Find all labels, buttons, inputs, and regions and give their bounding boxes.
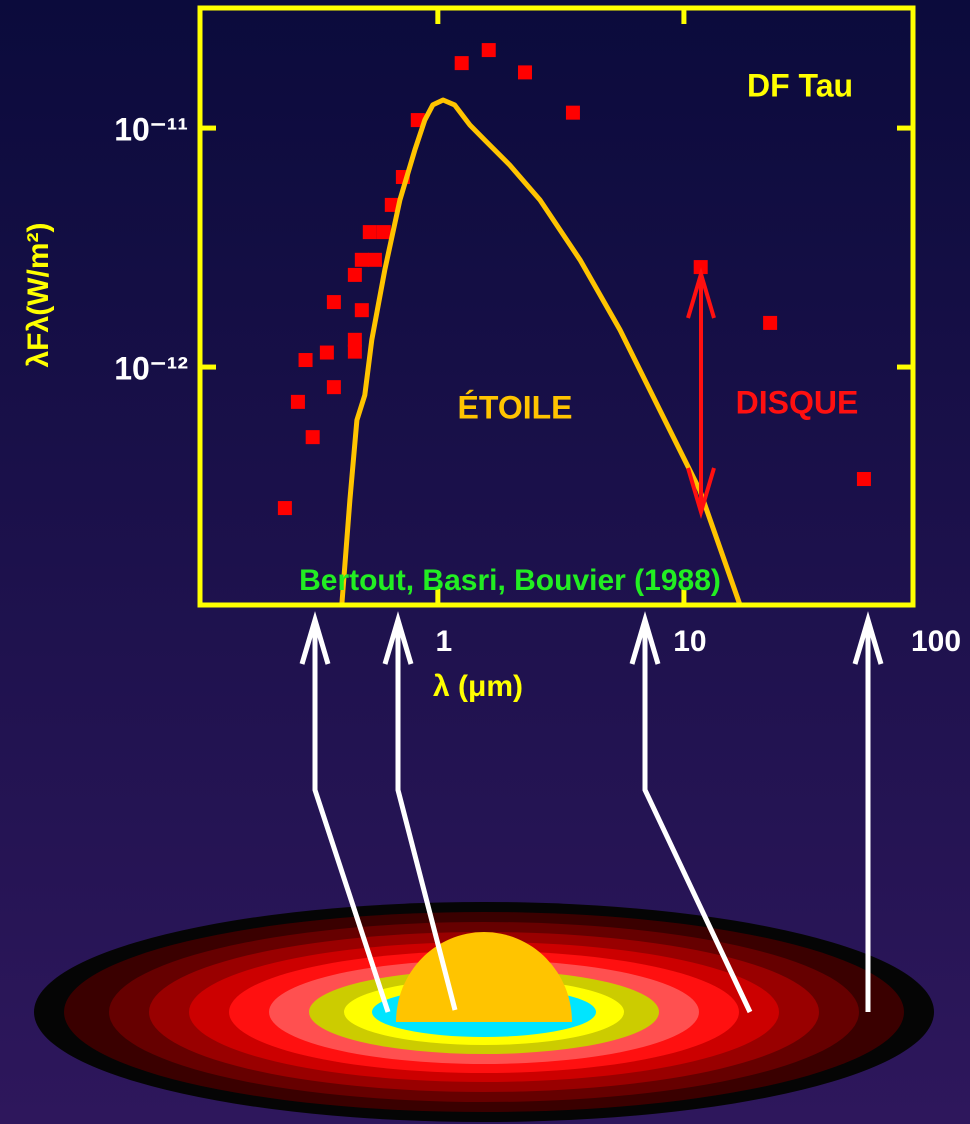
annotation: DF Tau xyxy=(747,67,853,103)
x-axis-label: λ (μm) xyxy=(433,670,523,703)
annotation: DISQUE xyxy=(736,384,859,420)
data-point xyxy=(355,253,369,267)
y-tick-label: 10⁻¹² xyxy=(114,351,188,387)
data-point xyxy=(482,43,496,57)
data-point xyxy=(377,225,391,239)
data-point xyxy=(348,345,362,359)
chart: 10⁻¹¹ 10⁻¹² 1 10 100 DF Tau ÉTOILE DISQUE Be… xyxy=(0,0,970,1124)
data-point xyxy=(278,501,292,515)
y-tick-label: 10⁻¹¹ xyxy=(114,112,188,148)
x-tick-label: 10 xyxy=(673,625,706,658)
annotation: Bertout, Basri, Bouvier (1988) xyxy=(299,564,721,597)
data-point xyxy=(566,106,580,120)
y-axis-label: λFλ(W/m²) xyxy=(22,223,55,368)
x-tick-label: 100 xyxy=(911,625,961,658)
data-point xyxy=(763,316,777,330)
annotation: ÉTOILE xyxy=(458,389,573,425)
data-point xyxy=(368,253,382,267)
data-point xyxy=(299,353,313,367)
data-point xyxy=(320,346,334,360)
data-point xyxy=(348,268,362,282)
data-point xyxy=(363,225,377,239)
data-point xyxy=(306,430,320,444)
x-tick-label: 1 xyxy=(436,625,453,658)
data-point xyxy=(327,380,341,394)
data-point xyxy=(455,56,469,70)
data-point xyxy=(857,472,871,486)
page: {"chart_data": { "type": "scatter", "xla… xyxy=(0,0,970,1124)
disk-diagram xyxy=(34,902,934,1122)
data-point xyxy=(291,395,305,409)
data-point xyxy=(327,295,341,309)
data-point xyxy=(518,65,532,79)
data-point xyxy=(355,303,369,317)
